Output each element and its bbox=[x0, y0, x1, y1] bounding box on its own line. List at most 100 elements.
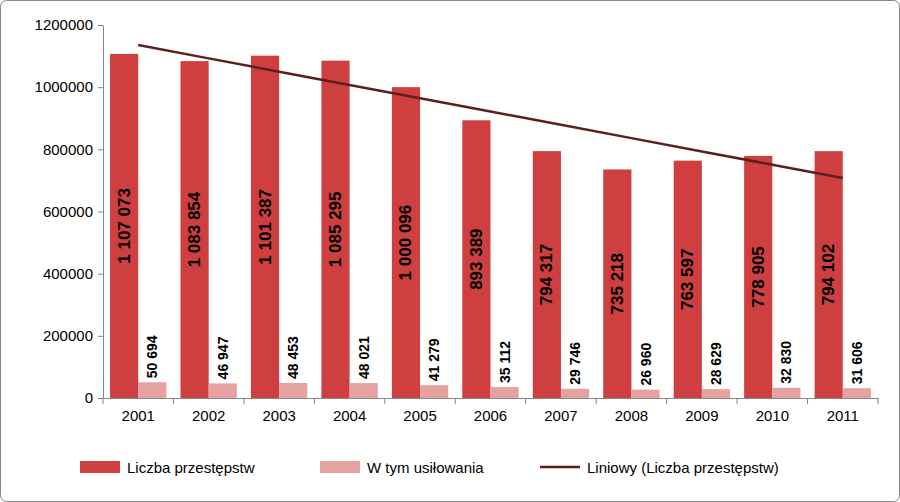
bar bbox=[321, 61, 349, 398]
x-tick: 2010 bbox=[756, 407, 789, 424]
category-separator bbox=[455, 398, 456, 404]
category-separator bbox=[666, 398, 667, 404]
x-tick-label: 2002 bbox=[192, 407, 225, 424]
y-tick: 600000 bbox=[43, 203, 103, 220]
bar bbox=[181, 61, 209, 398]
plot-area bbox=[110, 45, 871, 398]
x-tick: 2001 bbox=[122, 407, 155, 424]
y-tick: 0 bbox=[85, 389, 103, 406]
data-label: 1 083 854 bbox=[185, 191, 204, 267]
x-tick: 2009 bbox=[685, 407, 718, 424]
x-tick: 2011 bbox=[827, 407, 859, 424]
y-tick: 200000 bbox=[43, 327, 103, 344]
category-separator bbox=[103, 398, 104, 404]
legend-item: W tym usiłowania bbox=[320, 459, 484, 476]
legend-item: Liczba przestępstw bbox=[80, 459, 255, 476]
x-tick-label: 2001 bbox=[122, 407, 155, 424]
legend-label: Liniowy (Liczba przestępstw) bbox=[587, 459, 779, 476]
category-separator bbox=[807, 398, 808, 404]
y-tick-label: 200000 bbox=[43, 327, 93, 344]
bar bbox=[744, 156, 772, 398]
bar bbox=[392, 87, 420, 398]
category-separator bbox=[737, 398, 738, 404]
data-label: 1 000 096 bbox=[396, 205, 415, 281]
legend-swatch bbox=[540, 466, 580, 469]
legend-label: Liczba przestępstw bbox=[127, 459, 255, 476]
x-tick-label: 2007 bbox=[544, 407, 577, 424]
x-tick-label: 2009 bbox=[685, 407, 718, 424]
data-label: 31 606 bbox=[849, 341, 865, 384]
data-label: 32 830 bbox=[778, 341, 794, 384]
chart-svg: 0 200000 400000 600000 800000 1000000 1200000 2… bbox=[0, 0, 900, 502]
data-label: 48 021 bbox=[356, 336, 372, 379]
bar bbox=[815, 151, 843, 398]
y-axis: 0 200000 400000 600000 800000 1000000 1200000 bbox=[35, 16, 104, 406]
x-tick-label: 2006 bbox=[474, 407, 507, 424]
bar bbox=[702, 389, 730, 398]
category-separator bbox=[525, 398, 526, 404]
data-label: 794 102 bbox=[819, 244, 838, 305]
data-label: 29 746 bbox=[567, 342, 583, 385]
category-separator bbox=[314, 398, 315, 404]
x-tick: 2005 bbox=[403, 407, 436, 424]
y-tick-mark bbox=[98, 87, 103, 88]
y-tick: 1200000 bbox=[35, 16, 103, 33]
bar bbox=[533, 151, 561, 398]
x-tick-label: 2008 bbox=[615, 407, 648, 424]
data-label: 41 279 bbox=[426, 338, 442, 381]
y-tick: 800000 bbox=[43, 141, 103, 158]
data-label: 778 905 bbox=[749, 246, 768, 307]
legend-label: W tym usiłowania bbox=[367, 459, 484, 476]
y-tick-label: 600000 bbox=[43, 203, 93, 220]
data-labels: 1 107 0731 083 8541 101 3871 085 2951 00… bbox=[115, 188, 865, 385]
x-tick: 2007 bbox=[544, 407, 577, 424]
data-label: 48 453 bbox=[285, 336, 301, 379]
y-tick-mark bbox=[98, 149, 103, 150]
category-separator bbox=[596, 398, 597, 404]
category-separator bbox=[878, 398, 879, 404]
y-tick-label: 1200000 bbox=[35, 16, 93, 33]
data-label: 26 960 bbox=[638, 343, 654, 386]
data-label: 46 947 bbox=[215, 336, 231, 379]
legend-swatch bbox=[80, 461, 120, 473]
bar bbox=[772, 388, 800, 398]
y-tick-mark bbox=[98, 274, 103, 275]
bar-series bbox=[110, 54, 843, 398]
legend-swatch bbox=[320, 461, 360, 473]
chart-border bbox=[1, 1, 900, 502]
y-tick: 400000 bbox=[43, 265, 103, 282]
y-tick-mark bbox=[98, 212, 103, 213]
y-tick-label: 400000 bbox=[43, 265, 93, 282]
bar bbox=[561, 389, 589, 398]
category-separator bbox=[384, 398, 385, 404]
data-label: 35 112 bbox=[497, 341, 513, 383]
y-tick-mark bbox=[98, 336, 103, 337]
data-label: 1 101 387 bbox=[256, 189, 275, 265]
data-label: 794 317 bbox=[537, 244, 556, 305]
x-tick-label: 2005 bbox=[403, 407, 436, 424]
bar bbox=[674, 161, 702, 398]
x-tick: 2006 bbox=[474, 407, 507, 424]
y-tick-mark bbox=[98, 25, 103, 26]
y-tick-label: 1000000 bbox=[35, 78, 93, 95]
y-tick: 1000000 bbox=[35, 78, 103, 95]
y-tick-mark bbox=[98, 398, 103, 399]
data-label: 50 694 bbox=[144, 335, 160, 378]
bar bbox=[491, 387, 519, 398]
x-tick-label: 2003 bbox=[262, 407, 295, 424]
trend-line bbox=[138, 45, 843, 178]
x-tick-label: 2004 bbox=[333, 407, 366, 424]
data-label: 763 597 bbox=[678, 249, 697, 310]
bar bbox=[603, 169, 631, 398]
y-axis-line bbox=[103, 26, 104, 399]
x-axis: 2001 2002 2003 2004 2005 2006 2007 2008 2009 2010… bbox=[103, 398, 879, 424]
bar bbox=[138, 382, 166, 398]
x-tick: 2008 bbox=[615, 407, 648, 424]
chart-container: 0 200000 400000 600000 800000 1000000 1200000 2… bbox=[0, 0, 900, 502]
x-tick-label: 2011 bbox=[827, 407, 859, 424]
x-axis-line bbox=[104, 398, 879, 399]
bar bbox=[462, 120, 490, 398]
data-label: 1 107 073 bbox=[115, 188, 134, 264]
bar bbox=[350, 383, 378, 398]
y-tick-label: 800000 bbox=[43, 141, 93, 158]
